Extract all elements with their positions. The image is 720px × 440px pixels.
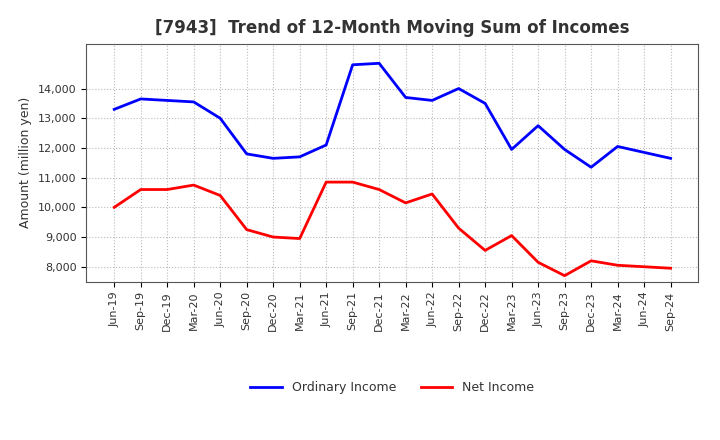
Ordinary Income <box>163 98 171 103</box>
Ordinary Income <box>534 123 542 128</box>
Ordinary Income <box>640 150 649 155</box>
Ordinary Income <box>666 156 675 161</box>
Net Income <box>640 264 649 269</box>
Ordinary Income <box>348 62 357 67</box>
Title: [7943]  Trend of 12-Month Moving Sum of Incomes: [7943] Trend of 12-Month Moving Sum of I… <box>155 19 630 37</box>
Ordinary Income <box>269 156 277 161</box>
Net Income <box>560 273 569 279</box>
Net Income <box>216 193 225 198</box>
Ordinary Income <box>189 99 198 105</box>
Net Income <box>295 236 304 241</box>
Net Income <box>534 260 542 265</box>
Net Income <box>269 235 277 240</box>
Ordinary Income <box>401 95 410 100</box>
Net Income <box>136 187 145 192</box>
Ordinary Income <box>136 96 145 102</box>
Ordinary Income <box>295 154 304 160</box>
Ordinary Income <box>243 151 251 157</box>
Legend: Ordinary Income, Net Income: Ordinary Income, Net Income <box>246 376 539 399</box>
Ordinary Income <box>587 165 595 170</box>
Net Income <box>110 205 119 210</box>
Ordinary Income <box>481 101 490 106</box>
Line: Net Income: Net Income <box>114 182 670 275</box>
Ordinary Income <box>216 116 225 121</box>
Line: Ordinary Income: Ordinary Income <box>114 63 670 167</box>
Net Income <box>613 263 622 268</box>
Net Income <box>322 180 330 185</box>
Ordinary Income <box>110 106 119 112</box>
Net Income <box>401 200 410 205</box>
Net Income <box>189 183 198 188</box>
Ordinary Income <box>375 61 384 66</box>
Net Income <box>375 187 384 192</box>
Net Income <box>348 180 357 185</box>
Net Income <box>454 225 463 231</box>
Ordinary Income <box>613 144 622 149</box>
Ordinary Income <box>454 86 463 91</box>
Net Income <box>428 191 436 197</box>
Net Income <box>163 187 171 192</box>
Y-axis label: Amount (million yen): Amount (million yen) <box>19 97 32 228</box>
Ordinary Income <box>428 98 436 103</box>
Net Income <box>481 248 490 253</box>
Net Income <box>666 266 675 271</box>
Ordinary Income <box>322 142 330 147</box>
Ordinary Income <box>508 147 516 152</box>
Net Income <box>508 233 516 238</box>
Net Income <box>587 258 595 264</box>
Net Income <box>243 227 251 232</box>
Ordinary Income <box>560 147 569 152</box>
